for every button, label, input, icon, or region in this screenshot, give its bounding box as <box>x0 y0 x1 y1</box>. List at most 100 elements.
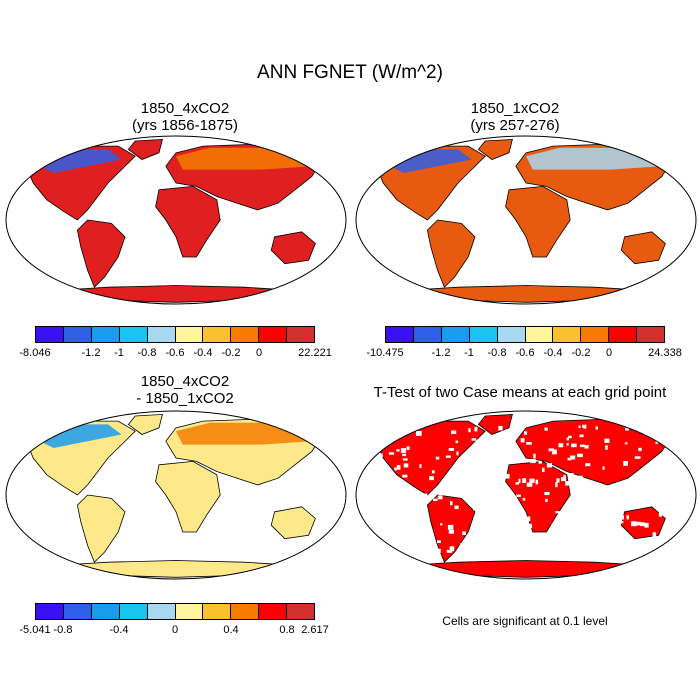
nonsignificant-cell <box>505 534 509 538</box>
nonsignificant-cell <box>595 426 598 430</box>
map-border <box>355 410 697 580</box>
nonsignificant-cell <box>468 428 471 433</box>
nonsignificant-cell <box>386 521 392 525</box>
colorbar-tick-label-max: 22.221 <box>298 347 332 359</box>
land-australia <box>620 231 666 265</box>
nonsignificant-cell <box>405 500 410 505</box>
nonsignificant-cell <box>542 467 545 472</box>
map-panel-ttest <box>355 410 697 580</box>
nonsignificant-cell <box>419 464 422 469</box>
land-greenland <box>127 138 163 160</box>
colorbar-box <box>608 326 638 343</box>
nonsignificant-cell <box>446 549 449 553</box>
nonsignificant-cell <box>475 539 480 543</box>
nonsignificant-cell <box>621 515 624 520</box>
nonsignificant-cell <box>357 500 363 504</box>
nonsignificant-cell <box>657 430 662 434</box>
nonsignificant-cell <box>585 463 591 467</box>
nonsignificant-cell <box>394 467 397 471</box>
colorbar-panel1 <box>35 326 316 343</box>
nonsignificant-cell <box>438 492 443 496</box>
nonsignificant-cell <box>433 498 438 501</box>
nonsignificant-cell <box>433 548 437 552</box>
colorbar-tick-label: -0.4 <box>193 347 213 359</box>
nonsignificant-cell <box>571 443 577 448</box>
nonsignificant-cell <box>599 508 603 512</box>
nonsignificant-cell <box>664 529 667 533</box>
nonsignificant-cell <box>364 444 370 449</box>
nonsignificant-cell <box>682 491 685 496</box>
nonsignificant-cell <box>398 528 405 532</box>
colorbar-box <box>174 603 204 620</box>
nonsignificant-cell <box>356 488 360 491</box>
colorbar-box <box>35 603 64 620</box>
panel3-title-line1: 1850_4xCO2 <box>140 373 230 390</box>
nonsignificant-cell <box>605 546 608 551</box>
colorbar-box <box>146 326 176 343</box>
nonsignificant-cell <box>396 535 402 540</box>
nonsignificant-cell <box>657 548 661 554</box>
colorbar-box <box>412 326 442 343</box>
nonsignificant-cell <box>456 555 459 558</box>
map-panel-1xco2 <box>355 135 697 305</box>
colorbar-box <box>146 603 176 620</box>
nonsignificant-cell <box>362 469 366 473</box>
nonsignificant-cell <box>518 552 525 556</box>
nonsignificant-cell <box>512 546 517 549</box>
nonsignificant-cell <box>624 442 628 445</box>
nonsignificant-cell <box>558 443 564 448</box>
nonsignificant-cell <box>535 548 538 552</box>
nonsignificant-cell <box>391 483 397 487</box>
land-africa <box>155 185 221 258</box>
colorbar-box <box>524 326 554 343</box>
colorbar-tick-label: -1.2 <box>81 347 101 359</box>
nonsignificant-cell <box>526 442 532 445</box>
nonsignificant-cell <box>647 490 653 494</box>
nonsignificant-cell <box>429 476 434 481</box>
colorbar-tick-label: -1.2 <box>431 347 451 359</box>
panel3-title-line2: - 1850_1xCO2 <box>136 390 234 407</box>
nonsignificant-cell <box>626 515 629 520</box>
colorbar-tick-label: -0.2 <box>571 347 591 359</box>
nonsignificant-cell <box>397 482 403 486</box>
nonsignificant-cell <box>424 547 429 552</box>
nonsignificant-cell <box>545 498 548 502</box>
nonsignificant-cell <box>640 522 645 527</box>
nonsignificant-cell <box>571 476 577 479</box>
nonsignificant-cell <box>623 461 628 466</box>
nonsignificant-cell <box>357 552 362 556</box>
panel1-title: 1850_4xCO2 (yrs 1856-1875) <box>25 100 345 134</box>
nonsignificant-cell <box>473 516 478 522</box>
colorbar-tick-label: -0.6 <box>515 347 535 359</box>
nonsignificant-cell <box>604 438 610 443</box>
map-border <box>5 410 347 580</box>
nonsignificant-cell <box>467 491 470 496</box>
nonsignificant-cell <box>636 521 641 526</box>
nonsignificant-cell <box>527 523 532 529</box>
nonsignificant-cell <box>459 543 465 547</box>
nonsignificant-cell <box>606 488 613 494</box>
nonsignificant-cell <box>582 424 587 428</box>
colorbar-box <box>230 603 260 620</box>
colorbar-box <box>580 326 610 343</box>
nonsignificant-cell <box>556 478 560 483</box>
nonsignificant-cell <box>502 433 505 438</box>
panel2-title-line1: 1850_1xCO2 <box>470 100 560 117</box>
nonsignificant-cell <box>497 495 501 498</box>
nonsignificant-cell <box>679 523 682 527</box>
map-border <box>5 135 347 305</box>
nonsignificant-cell <box>558 517 563 520</box>
nonsignificant-cell <box>490 539 496 544</box>
nonsignificant-cell <box>685 541 689 544</box>
nonsignificant-cell <box>535 479 539 485</box>
nonsignificant-cell <box>408 502 412 505</box>
colorbar-tick-label: -0.2 <box>221 347 241 359</box>
nonsignificant-cell <box>440 523 443 526</box>
nonsignificant-cell <box>493 453 498 456</box>
nonsignificant-cell <box>503 512 509 517</box>
nonsignificant-cell <box>418 510 422 515</box>
panel4-title: T-Test of two Case means at each grid po… <box>350 384 690 401</box>
colorbar-panel2 <box>385 326 666 343</box>
nonsignificant-cell <box>435 456 440 460</box>
nonsignificant-cell <box>513 445 518 448</box>
